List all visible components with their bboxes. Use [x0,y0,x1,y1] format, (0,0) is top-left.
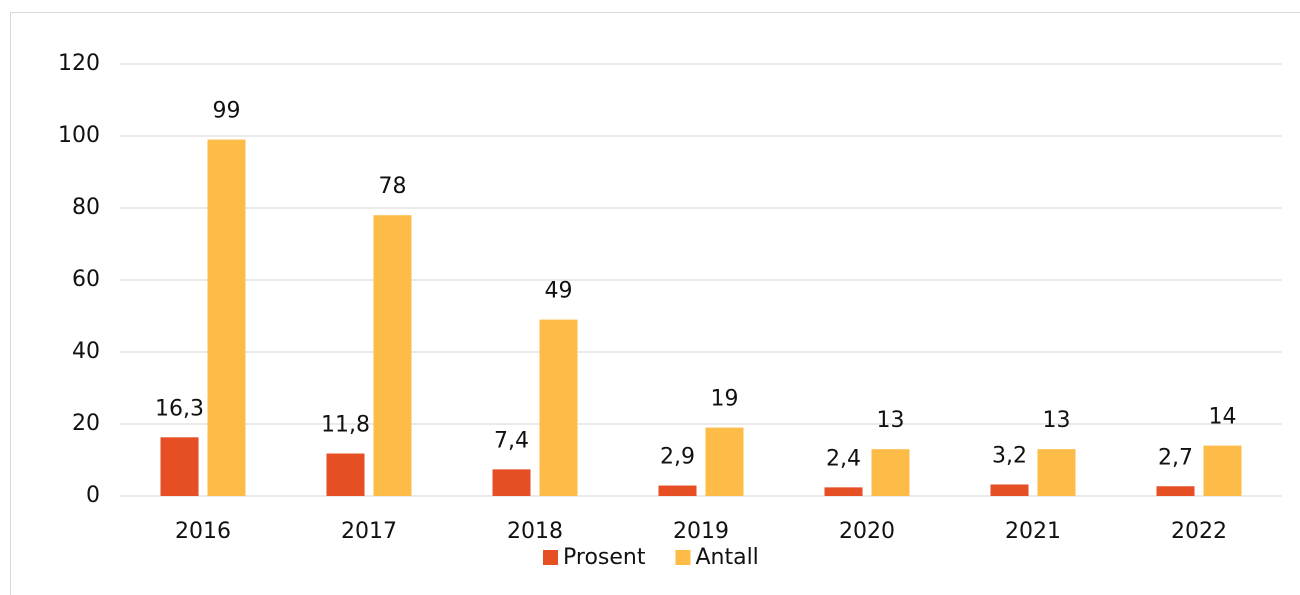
data-label: 19 [711,387,739,412]
y-tick-label: 120 [58,51,100,76]
bar [1156,486,1195,496]
x-tick-label: 2018 [507,519,563,544]
legend-swatch [675,550,691,565]
bar [373,215,412,496]
bar [871,449,910,496]
bar [492,469,531,496]
legend-label: Antall [695,545,758,570]
bar [539,319,578,496]
x-tick-label: 2019 [673,519,729,544]
bar [824,487,863,496]
data-label: 14 [1209,405,1237,430]
data-label: 7,4 [494,428,529,453]
bar [990,484,1029,496]
bar [160,437,199,496]
chart-frame [10,12,1300,595]
x-tick-label: 2020 [839,519,895,544]
data-label: 11,8 [321,413,370,438]
data-label: 16,3 [155,396,204,421]
data-label: 3,2 [992,443,1027,468]
bar [1037,449,1076,496]
x-tick-label: 2016 [175,519,231,544]
bar [207,139,246,496]
y-tick-label: 20 [72,411,100,436]
y-tick-label: 0 [86,483,100,508]
y-tick-label: 40 [72,339,100,364]
bar [1203,445,1242,496]
data-label: 13 [1043,408,1071,433]
data-label: 49 [545,279,573,304]
data-label: 2,4 [826,446,861,471]
bar [326,453,365,496]
data-label: 99 [213,99,241,124]
legend-label: Prosent [563,545,646,570]
y-tick-label: 80 [72,195,100,220]
data-label: 2,9 [660,445,695,470]
data-label: 78 [379,174,407,199]
bar [705,427,744,496]
x-tick-label: 2021 [1005,519,1061,544]
y-tick-label: 60 [72,267,100,292]
y-tick-label: 100 [58,123,100,148]
bar [658,485,697,496]
legend-swatch [543,550,558,565]
data-label: 2,7 [1158,445,1193,470]
x-tick-label: 2022 [1171,519,1227,544]
x-tick-label: 2017 [341,519,397,544]
data-label: 13 [877,408,905,433]
